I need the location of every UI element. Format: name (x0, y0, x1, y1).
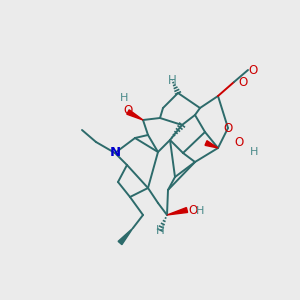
Text: H: H (250, 147, 258, 157)
Text: H: H (156, 224, 164, 236)
Text: H: H (196, 206, 204, 216)
Polygon shape (118, 228, 133, 244)
Text: H: H (168, 74, 176, 86)
Text: O: O (224, 122, 232, 134)
Text: N: N (110, 146, 121, 160)
Text: O: O (188, 203, 197, 217)
Polygon shape (205, 141, 218, 148)
Text: H: H (120, 93, 128, 103)
Text: O: O (123, 104, 133, 118)
Polygon shape (127, 110, 143, 120)
Text: O: O (234, 136, 244, 149)
Text: O: O (248, 64, 257, 76)
Text: O: O (238, 76, 247, 88)
Polygon shape (167, 208, 188, 215)
